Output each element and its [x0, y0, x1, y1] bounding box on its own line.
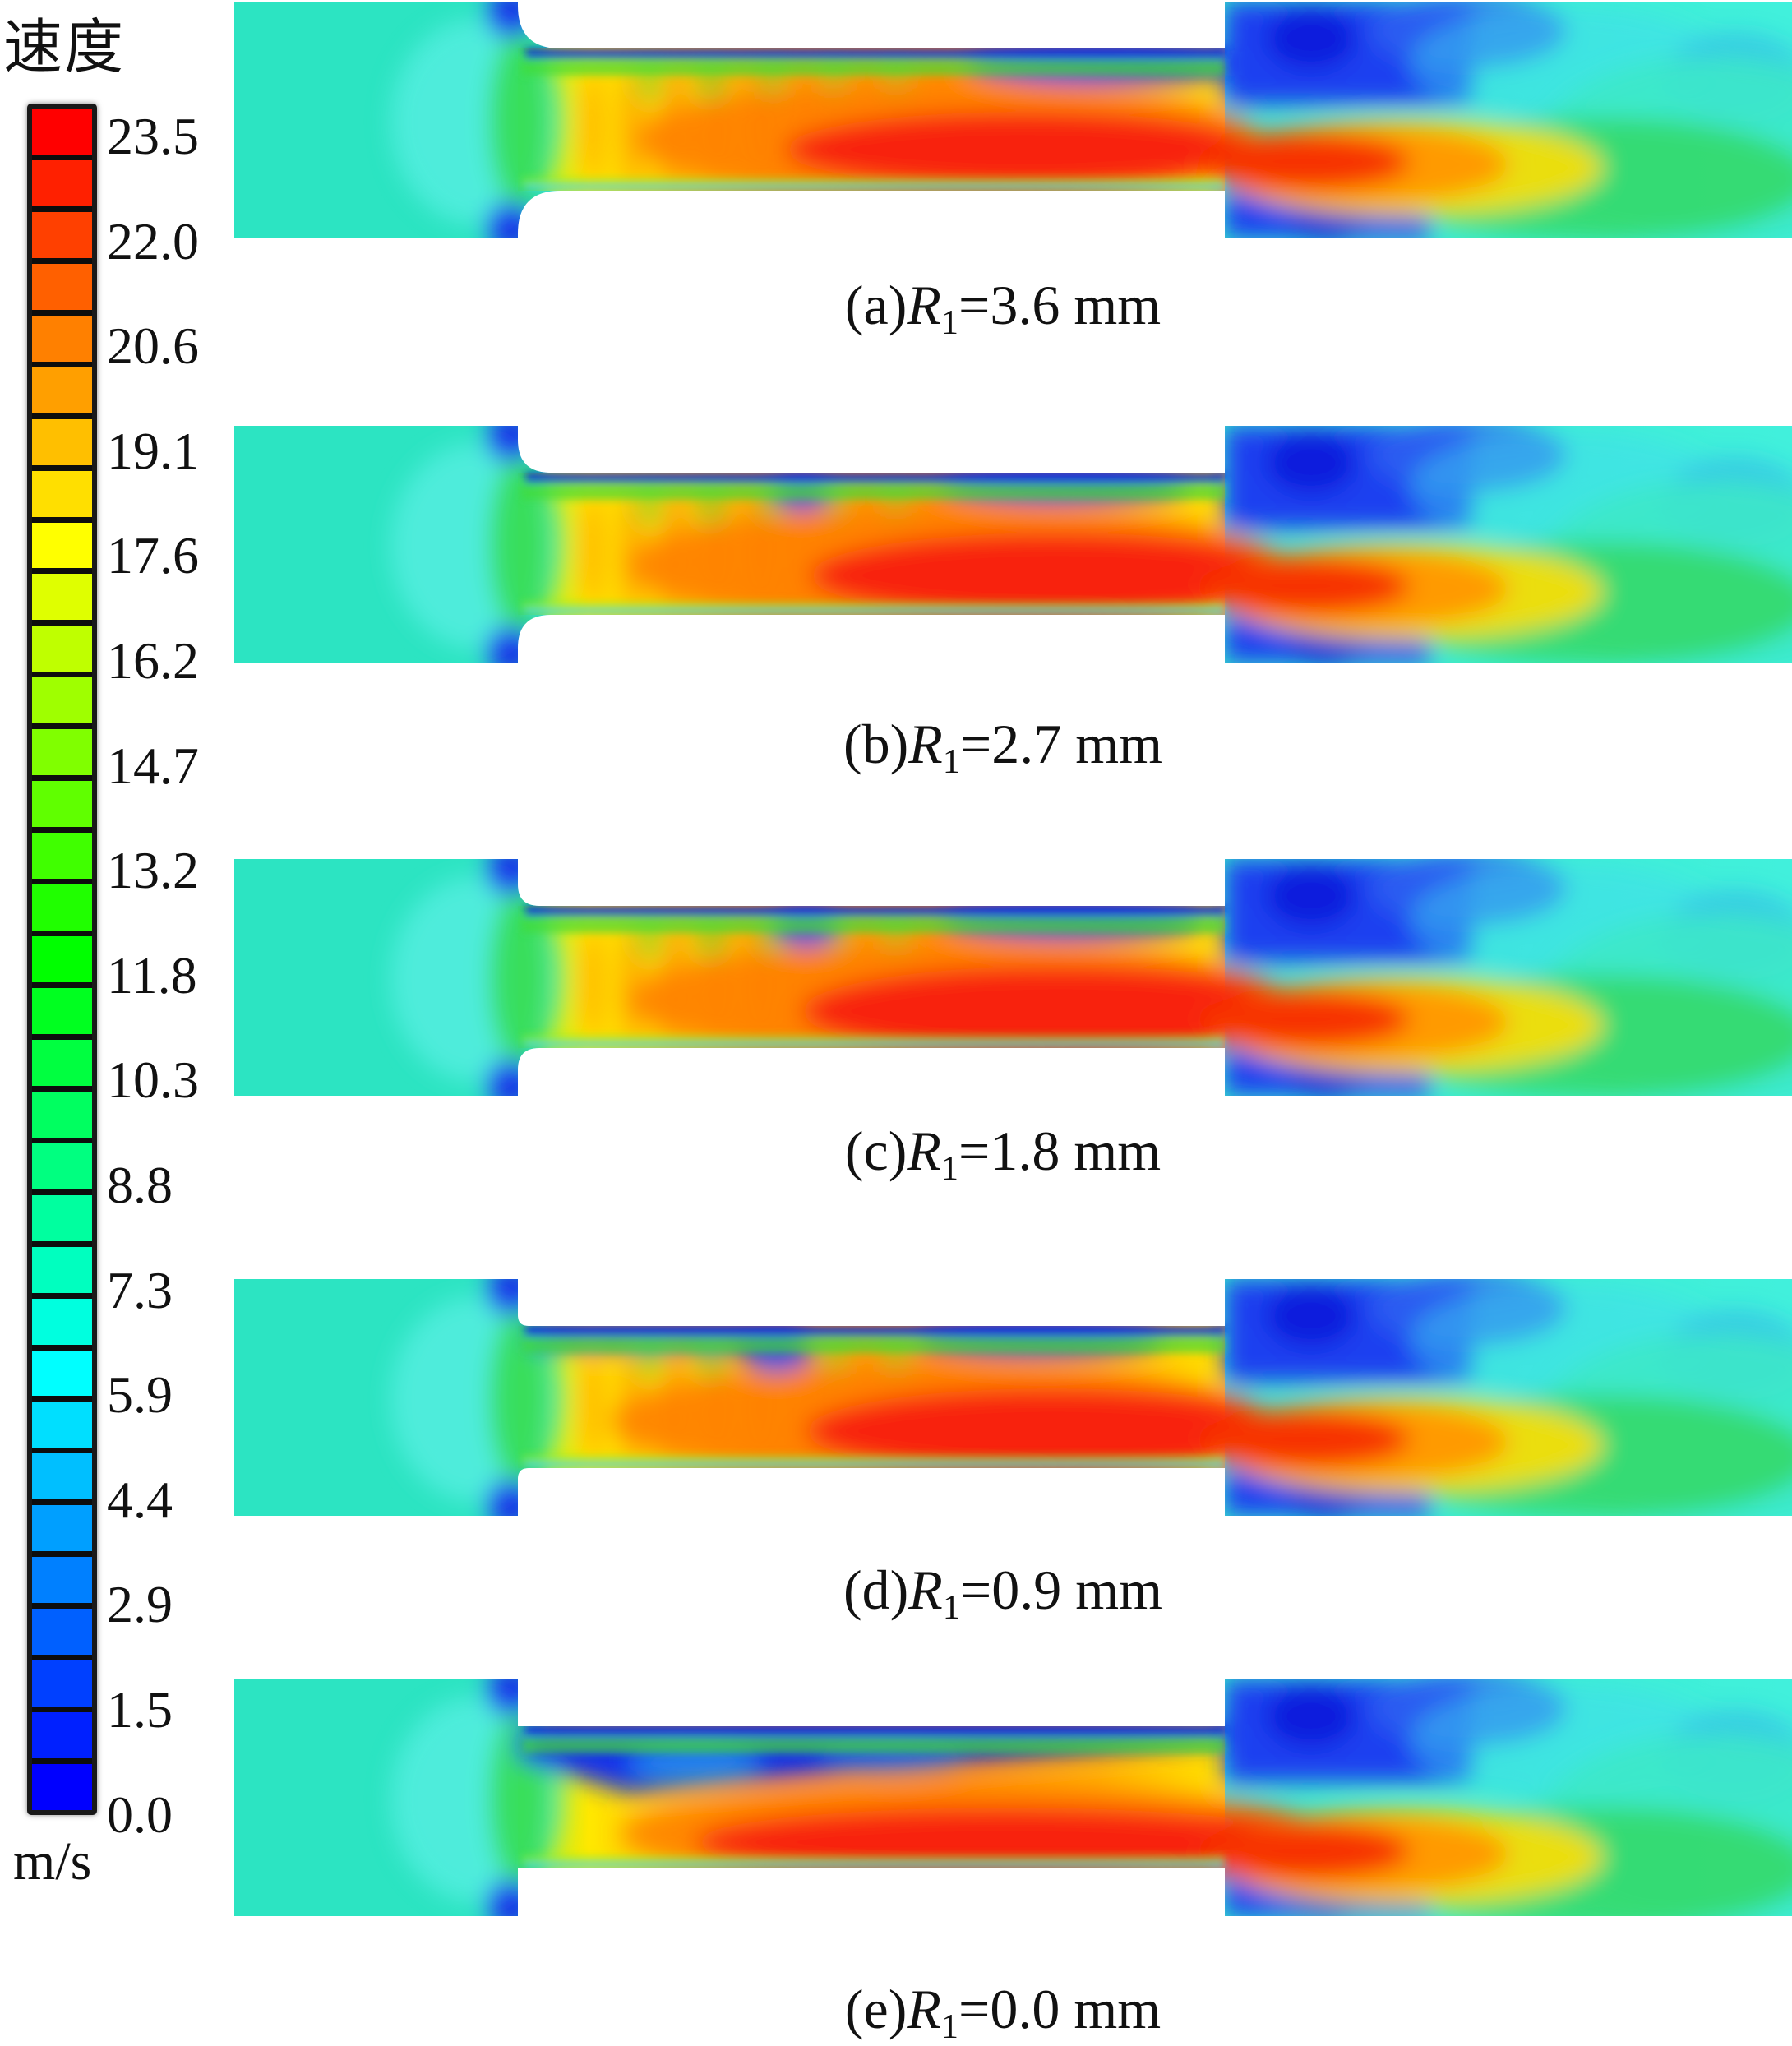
colorbar-segment: [32, 936, 92, 988]
colorbar-segment: [32, 1557, 92, 1610]
colorbar-tick-label: 22.0: [107, 211, 199, 270]
colorbar-segment: [32, 211, 92, 264]
colorbar-tick-label: 19.1: [107, 421, 199, 480]
caption-c-subscript: 1: [940, 1148, 958, 1188]
colorbar-segment: [32, 987, 92, 1040]
caption-e: (e)R1=0.0 mm: [234, 1978, 1771, 2044]
colorbar-segment: [32, 1091, 92, 1143]
colorbar-tick-label: 17.6: [107, 526, 199, 585]
colorbar-tick-label: 23.5: [107, 107, 199, 165]
caption-d: (d)R1=0.9 mm: [234, 1559, 1771, 1625]
colorbar-segment: [32, 1350, 92, 1402]
colorbar-segment: [32, 1660, 92, 1713]
contour-panel-b: [234, 426, 1792, 663]
contour-panel-a: [234, 2, 1792, 238]
contour-panel-c: [234, 859, 1792, 1096]
caption-b-value: =2.7 mm: [959, 713, 1163, 775]
caption-e-subscript: 1: [940, 2007, 958, 2046]
colorbar-segment: [32, 1505, 92, 1558]
colorbar-tick-label: 5.9: [107, 1365, 173, 1425]
colorbar-segment: [32, 470, 92, 523]
colorbar-segment: [32, 1453, 92, 1506]
caption-a-subscript: 1: [940, 303, 958, 342]
colorbar-tick-label: 0.0: [107, 1785, 173, 1844]
colorbar-segment: [32, 367, 92, 419]
colorbar-tick-label: 13.2: [107, 841, 199, 900]
caption-d-prefix: (d): [843, 1559, 909, 1621]
contour-plot-a: [234, 2, 1792, 238]
colorbar-segment: [32, 884, 92, 936]
contour-panel-d: [234, 1279, 1792, 1516]
colorbar-segment: [32, 781, 92, 834]
colorbar-segment: [32, 1246, 92, 1299]
colorbar-tick-label: 7.3: [107, 1260, 173, 1319]
colorbar-segment: [32, 1609, 92, 1661]
colorbar-segment: [32, 626, 92, 678]
legend-title: 速度: [3, 15, 126, 81]
caption-e-symbol: R: [907, 1978, 941, 2040]
colorbar-segment: [32, 159, 92, 212]
caption-c-prefix: (c): [844, 1120, 908, 1182]
caption-d-value: =0.9 mm: [959, 1559, 1163, 1621]
caption-b-symbol: R: [908, 713, 943, 775]
colorbar-tick-label: 4.4: [107, 1470, 173, 1529]
caption-a-value: =3.6 mm: [958, 274, 1162, 336]
caption-a-prefix: (a): [844, 274, 908, 336]
colorbar-tick-label: 11.8: [107, 945, 197, 1005]
colorbar-segment: [32, 522, 92, 575]
colorbar-segment: [32, 263, 92, 316]
colorbar-tick-label: 2.9: [107, 1575, 173, 1634]
colorbar-segment: [32, 1039, 92, 1092]
colorbar-segment: [32, 1143, 92, 1195]
contour-plot-d: [234, 1279, 1792, 1516]
caption-e-prefix: (e): [844, 1978, 908, 2040]
caption-e-value: =0.0 mm: [958, 1978, 1162, 2040]
colorbar-tick-label: 16.2: [107, 631, 199, 690]
colorbar-segment: [32, 1402, 92, 1454]
contour-plot-b: [234, 426, 1792, 663]
colorbar-segment: [32, 833, 92, 885]
colorbar-segment: [32, 109, 92, 160]
contour-plot-e: [234, 1679, 1792, 1916]
colorbar-tick-label: 1.5: [107, 1680, 173, 1739]
caption-c: (c)R1=1.8 mm: [234, 1120, 1771, 1186]
caption-c-value: =1.8 mm: [958, 1120, 1162, 1182]
caption-a-symbol: R: [907, 274, 941, 336]
caption-d-subscript: 1: [942, 1587, 960, 1627]
colorbar-tick-label: 10.3: [107, 1051, 199, 1110]
legend-unit: m/s: [13, 1831, 92, 1891]
colorbar-segment: [32, 1194, 92, 1247]
contour-panel-e: [234, 1679, 1792, 1916]
caption-d-symbol: R: [908, 1559, 943, 1621]
caption-a: (a)R1=3.6 mm: [234, 274, 1771, 340]
velocity-colorbar: [27, 104, 97, 1815]
colorbar-segment: [32, 574, 92, 626]
caption-b: (b)R1=2.7 mm: [234, 713, 1771, 779]
colorbar-segment: [32, 1298, 92, 1351]
colorbar-segment: [32, 677, 92, 730]
colorbar-segment: [32, 418, 92, 471]
colorbar-tick-label: 20.6: [107, 316, 199, 376]
colorbar-segment: [32, 1712, 92, 1764]
caption-b-prefix: (b): [843, 713, 909, 775]
contour-plot-c: [234, 859, 1792, 1096]
colorbar-segment: [32, 729, 92, 782]
colorbar-segment: [32, 1764, 92, 1810]
caption-b-subscript: 1: [942, 741, 960, 781]
colorbar-tick-label: 14.7: [107, 736, 199, 795]
colorbar-tick-label: 8.8: [107, 1156, 173, 1214]
caption-c-symbol: R: [907, 1120, 941, 1182]
colorbar-segment: [32, 315, 92, 367]
